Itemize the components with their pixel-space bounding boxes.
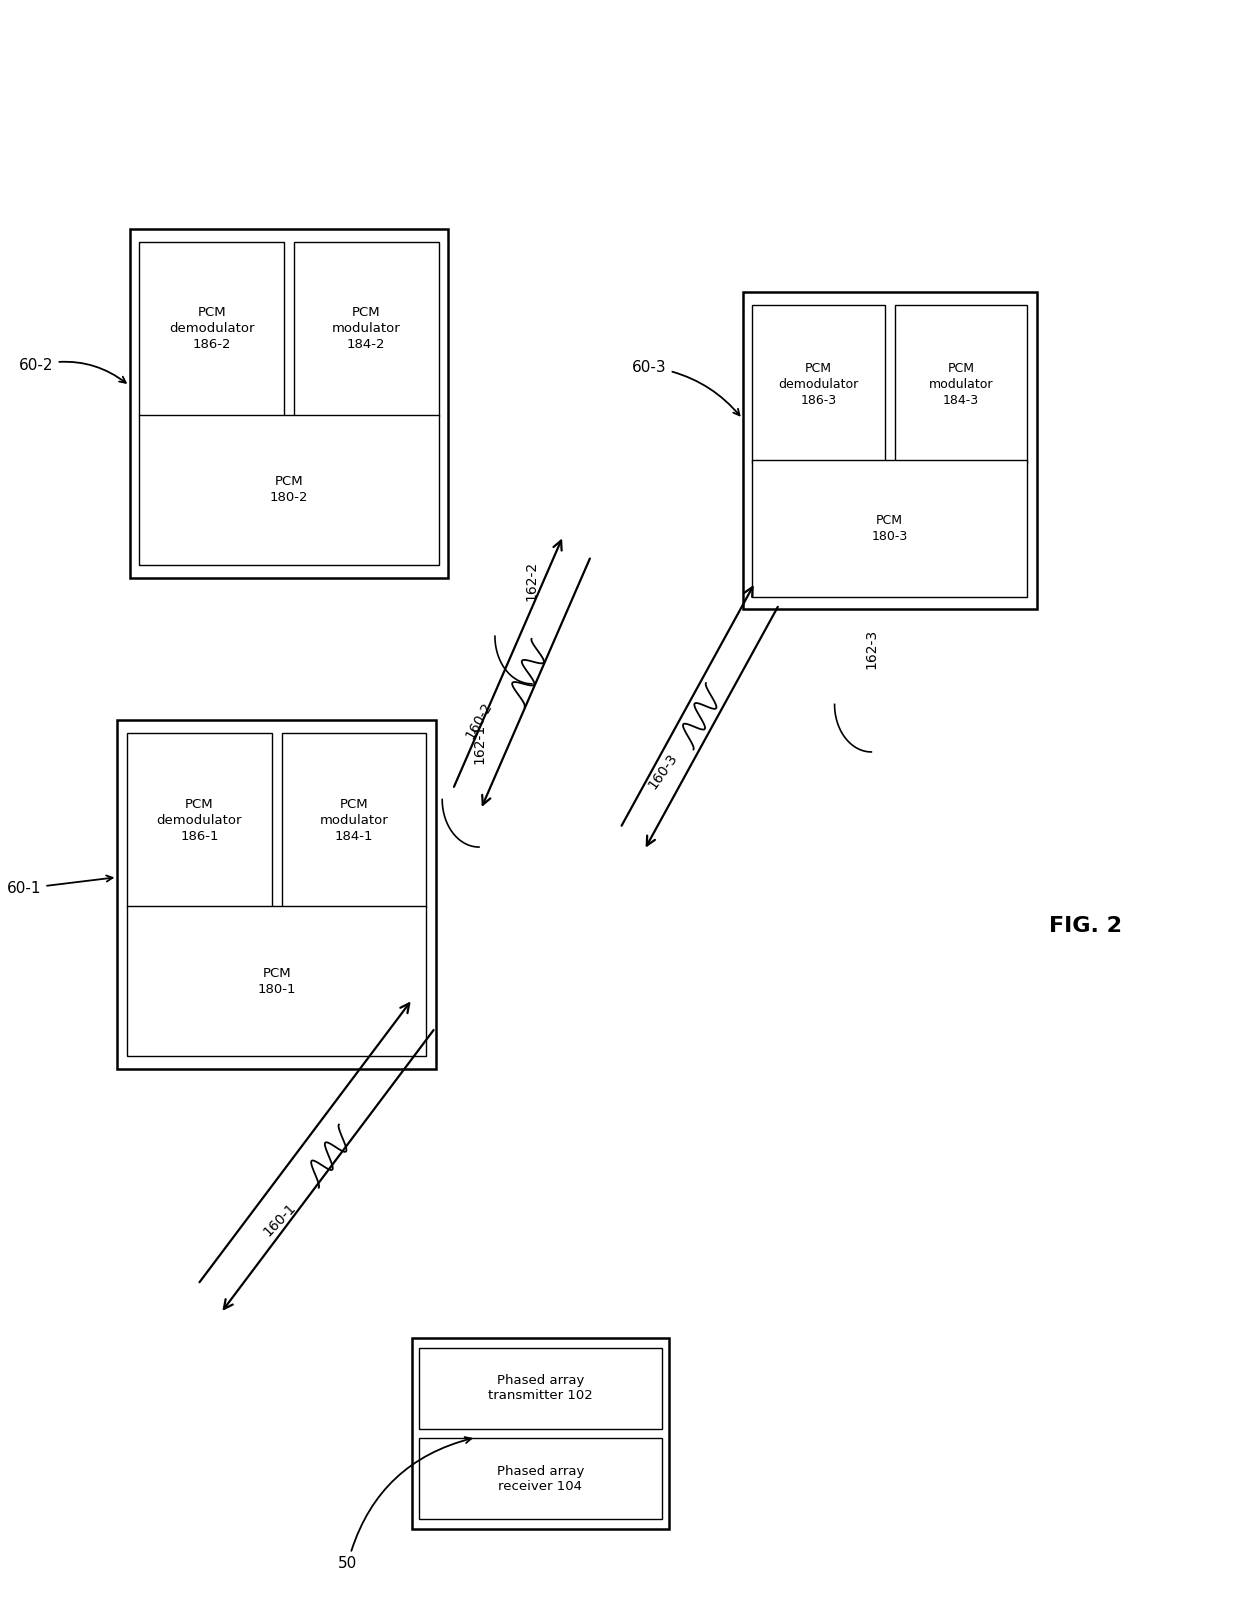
FancyBboxPatch shape — [139, 241, 284, 416]
Text: 160-2: 160-2 — [463, 699, 495, 742]
Text: 60-1: 60-1 — [7, 876, 113, 895]
FancyBboxPatch shape — [753, 305, 885, 464]
Text: 162-1: 162-1 — [472, 724, 486, 764]
FancyBboxPatch shape — [419, 1438, 662, 1519]
Text: 160-1: 160-1 — [260, 1201, 299, 1239]
Text: PCM
modulator
184-2: PCM modulator 184-2 — [332, 307, 401, 352]
FancyBboxPatch shape — [419, 1348, 662, 1430]
Text: 60-3: 60-3 — [632, 360, 739, 416]
Text: PCM
demodulator
186-2: PCM demodulator 186-2 — [169, 307, 254, 352]
FancyBboxPatch shape — [412, 1338, 670, 1529]
Text: PCM
demodulator
186-1: PCM demodulator 186-1 — [156, 798, 242, 843]
Text: 160-3: 160-3 — [646, 752, 681, 792]
FancyBboxPatch shape — [128, 732, 272, 907]
Text: 50: 50 — [339, 1438, 471, 1572]
Text: PCM
modulator
184-3: PCM modulator 184-3 — [929, 361, 993, 406]
Text: FIG. 2: FIG. 2 — [1049, 916, 1122, 937]
FancyBboxPatch shape — [894, 305, 1027, 464]
Text: PCM
180-2: PCM 180-2 — [270, 475, 309, 504]
Text: Phased array
receiver 104: Phased array receiver 104 — [496, 1465, 584, 1493]
FancyBboxPatch shape — [118, 720, 436, 1070]
Text: 162-3: 162-3 — [864, 628, 878, 668]
Text: 60-2: 60-2 — [19, 358, 125, 382]
FancyBboxPatch shape — [294, 241, 439, 416]
FancyBboxPatch shape — [129, 229, 449, 577]
Text: PCM
180-3: PCM 180-3 — [872, 513, 908, 544]
Text: 162-2: 162-2 — [525, 561, 538, 601]
Text: PCM
demodulator
186-3: PCM demodulator 186-3 — [779, 361, 859, 406]
FancyBboxPatch shape — [281, 732, 427, 907]
FancyBboxPatch shape — [753, 461, 1027, 596]
Text: Phased array
transmitter 102: Phased array transmitter 102 — [487, 1375, 593, 1402]
FancyBboxPatch shape — [128, 907, 427, 1057]
FancyBboxPatch shape — [139, 416, 439, 564]
FancyBboxPatch shape — [743, 293, 1037, 609]
Text: PCM
modulator
184-1: PCM modulator 184-1 — [320, 798, 388, 843]
Text: PCM
180-1: PCM 180-1 — [258, 967, 296, 996]
